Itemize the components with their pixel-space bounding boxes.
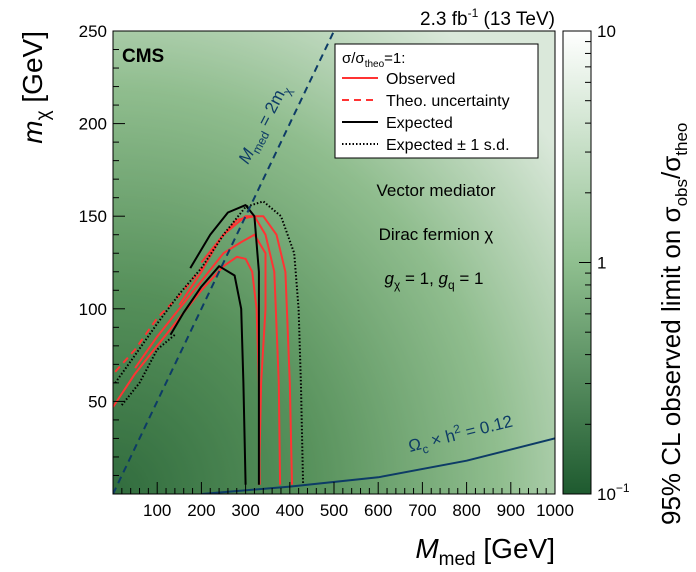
color-bar-title: 95% CL observed limit on σobs/σtheo (656, 123, 691, 525)
x-tick-label: 600 (364, 501, 392, 520)
y-tick-label: 250 (79, 22, 107, 41)
y-tick-label: 100 (79, 300, 107, 319)
legend-label: Observed (386, 71, 455, 88)
series-expected-1-s-d- (121, 333, 176, 406)
z-tick-label: 10 (597, 22, 616, 41)
x-tick-label: 300 (231, 501, 259, 520)
legend-label: Expected ± 1 s.d. (386, 137, 510, 154)
y-axis-title: mχ [GeV] (17, 31, 54, 144)
series-observed (134, 233, 267, 485)
series-diagonal (113, 31, 335, 494)
series-expected (169, 265, 247, 485)
series-relic (201, 437, 555, 494)
z-tick-label: 1 (597, 254, 606, 273)
x-tick-label: 1000 (536, 501, 574, 520)
color-bar-ticks: 10 1 10−1 (579, 22, 630, 504)
limit-curves (113, 31, 555, 494)
coupling-label: gχ = 1, gq = 1 (384, 269, 483, 292)
y-axis: 50 100 150 200 250 (79, 22, 125, 495)
x-tick-label: 900 (497, 501, 525, 520)
x-tick-label: 400 (276, 501, 304, 520)
model-fermion-label: Dirac fermion χ (379, 225, 494, 244)
lumi-label: 2.3 fb-1 (13 TeV) (420, 6, 555, 30)
x-tick-label: 800 (452, 501, 480, 520)
legend: σ/σtheo=1: Observed Theo. uncertainty Expe… (334, 43, 539, 159)
experiment-label: CMS (122, 46, 164, 67)
model-mediator-label: Vector mediator (376, 181, 495, 200)
series-observed (113, 255, 261, 485)
x-tick-label: 700 (408, 501, 436, 520)
legend-label: Expected (386, 115, 453, 132)
y-tick-label: 200 (79, 115, 107, 134)
z-tick-label: 10−1 (597, 481, 630, 504)
legend-label: Theo. uncertainty (386, 93, 510, 110)
y-tick-label: 50 (88, 392, 107, 411)
series-expected (189, 204, 260, 485)
legend-title: σ/σtheo=1: (342, 50, 405, 70)
x-tick-label: 100 (143, 501, 171, 520)
x-tick-label: 500 (320, 501, 348, 520)
series-observed (200, 215, 293, 485)
x-axis-title: Mmed [GeV] (415, 533, 555, 570)
x-axis: 100 200 300 400 500 600 700 800 900 1000 (112, 482, 574, 520)
y-tick-label: 150 (79, 207, 107, 226)
x-tick-label: 200 (187, 501, 215, 520)
